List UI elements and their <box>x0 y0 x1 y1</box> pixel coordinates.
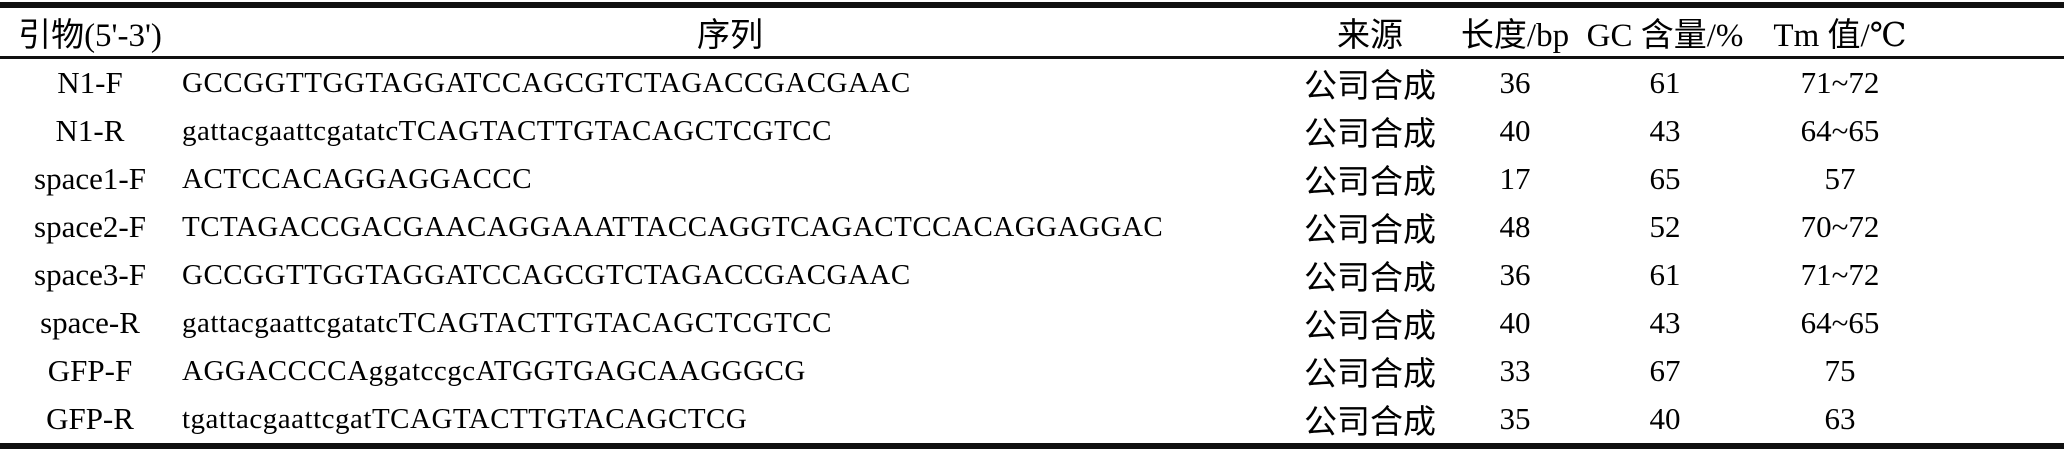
table-row: GFP-R tgattacgaattcgatTCAGTACTTGTACAGCTCG… <box>0 395 2064 443</box>
table-body: N1-F GCCGGTTGGTAGGATCCAGCGTCTAGACCGACGAAC… <box>0 58 2064 444</box>
cell-gc: 67 <box>1649 353 1681 388</box>
cell-source: 公司合成 <box>1304 165 1436 201</box>
header-row: 引物(5'-3') 序列 来源 长度/bp GC 含量/% Tm 值/℃ <box>0 8 2064 59</box>
table-row: N1-R gattacgaattcgatatcTCAGTACTTGTACAGCTC… <box>0 107 2064 155</box>
cell-source: 公司合成 <box>1304 309 1436 345</box>
cell-gc: 65 <box>1649 161 1681 196</box>
cell-gc: 61 <box>1649 65 1681 100</box>
cell-length: 35 <box>1499 401 1531 436</box>
cell-sequence: gattacgaattcgatatcTCAGTACTTGTACAGCTCGTCC <box>182 114 832 147</box>
cell-tm: 71~72 <box>1800 65 1880 100</box>
table-row: space1-F ACTCCACAGGAGGACCC 公司合成 17 65 57 <box>0 155 2064 203</box>
cell-sequence: gattacgaattcgatatcTCAGTACTTGTACAGCTCGTCC <box>182 306 832 339</box>
table-row: GFP-F AGGACCCCAggatccgcATGGTGAGCAAGGGCG 公司… <box>0 347 2064 395</box>
cell-tm: 64~65 <box>1800 305 1880 340</box>
column-header-gc: GC 含量/% <box>1570 8 1760 59</box>
primer-table: 引物(5'-3') 序列 来源 长度/bp GC 含量/% Tm 值/℃ N1-F GCCG… <box>0 8 2064 443</box>
cell-primer: GFP-F <box>47 353 133 388</box>
cell-sequence: ACTCCACAGGAGGACCC <box>182 162 533 195</box>
cell-source: 公司合成 <box>1304 405 1436 441</box>
cell-sequence: AGGACCCCAggatccgcATGGTGAGCAAGGGCG <box>182 354 806 387</box>
cell-sequence: GCCGGTTGGTAGGATCCAGCGTCTAGACCGACGAAC <box>182 66 911 99</box>
column-header-source: 来源 <box>1280 8 1460 59</box>
cell-tm: 75 <box>1824 353 1856 388</box>
cell-sequence: TCTAGACCGACGAACAGGAAATTACCAGGTCAGACTCCAC… <box>182 210 1164 243</box>
table-row: space-R gattacgaattcgatatcTCAGTACTTGTACAG… <box>0 299 2064 347</box>
cell-source: 公司合成 <box>1304 213 1436 249</box>
table-header: 引物(5'-3') 序列 来源 长度/bp GC 含量/% Tm 值/℃ <box>0 8 2064 59</box>
cell-tm: 64~65 <box>1800 113 1880 148</box>
cell-gc: 43 <box>1649 305 1681 340</box>
cell-primer: space-R <box>40 305 140 340</box>
cell-length: 33 <box>1499 353 1531 388</box>
cell-tm: 57 <box>1824 161 1856 196</box>
cell-gc: 61 <box>1649 257 1681 292</box>
cell-source: 公司合成 <box>1304 261 1436 297</box>
cell-source: 公司合成 <box>1304 357 1436 393</box>
cell-primer: N1-F <box>57 65 123 100</box>
cell-length: 40 <box>1499 113 1531 148</box>
cell-sequence: tgattacgaattcgatTCAGTACTTGTACAGCTCG <box>182 402 748 435</box>
cell-primer: space1-F <box>34 161 146 196</box>
cell-tm: 70~72 <box>1800 209 1880 244</box>
cell-length: 40 <box>1499 305 1531 340</box>
cell-primer: N1-R <box>55 113 125 148</box>
cell-sequence: GCCGGTTGGTAGGATCCAGCGTCTAGACCGACGAAC <box>182 258 911 291</box>
table-row: N1-F GCCGGTTGGTAGGATCCAGCGTCTAGACCGACGAAC… <box>0 58 2064 108</box>
cell-length: 36 <box>1499 257 1531 292</box>
cell-primer: space3-F <box>34 257 146 292</box>
column-header-tm: Tm 值/℃ <box>1760 8 2064 59</box>
cell-gc: 52 <box>1649 209 1681 244</box>
column-header-length: 长度/bp <box>1460 8 1570 59</box>
cell-length: 48 <box>1499 209 1531 244</box>
cell-length: 17 <box>1499 161 1531 196</box>
cell-length: 36 <box>1499 65 1531 100</box>
cell-tm: 71~72 <box>1800 257 1880 292</box>
cell-source: 公司合成 <box>1304 69 1436 105</box>
column-header-primer: 引物(5'-3') <box>0 8 180 59</box>
cell-gc: 43 <box>1649 113 1681 148</box>
cell-gc: 40 <box>1649 401 1681 436</box>
column-header-sequence: 序列 <box>180 8 1280 59</box>
table-row: space3-F GCCGGTTGGTAGGATCCAGCGTCTAGACCGAC… <box>0 251 2064 299</box>
table-row: space2-F TCTAGACCGACGAACAGGAAATTACCAGGTCA… <box>0 203 2064 251</box>
cell-tm: 63 <box>1824 401 1856 436</box>
cell-source: 公司合成 <box>1304 117 1436 153</box>
cell-primer: GFP-R <box>46 401 134 436</box>
cell-primer: space2-F <box>34 209 146 244</box>
